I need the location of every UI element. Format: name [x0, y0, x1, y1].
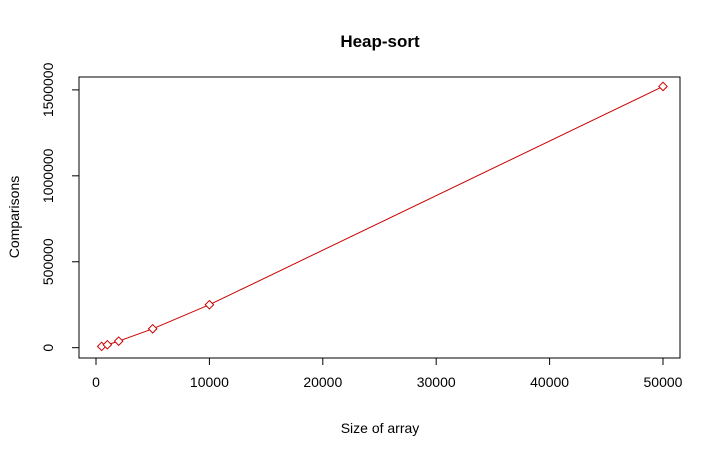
y-tick-label: 0 — [40, 344, 56, 352]
y-axis: 0 500000 1000000 1500000 — [40, 62, 80, 352]
x-tick-label: 30000 — [417, 374, 456, 390]
data-point — [204, 299, 215, 310]
series-line — [101, 86, 664, 347]
plot-frame — [78, 76, 681, 359]
y-tick-label: 1500000 — [40, 62, 56, 117]
y-tick-label: 500000 — [40, 238, 56, 285]
x-axis-label: Size of array — [341, 420, 420, 436]
series-layer — [96, 81, 668, 352]
y-axis-label: Comparisons — [6, 176, 22, 258]
chart-title: Heap-sort — [340, 32, 420, 51]
x-tick-label: 50000 — [644, 374, 683, 390]
data-point — [147, 323, 158, 334]
y-tick-label: 1000000 — [40, 148, 56, 203]
data-point — [102, 339, 113, 350]
x-tick-label: 40000 — [530, 374, 569, 390]
x-tick-label: 10000 — [190, 374, 229, 390]
data-point — [113, 336, 124, 347]
x-tick-label: 0 — [92, 374, 100, 390]
data-point — [658, 81, 668, 92]
x-axis: 0 10000 20000 30000 40000 50000 — [92, 357, 683, 390]
x-tick-label: 20000 — [303, 374, 342, 390]
